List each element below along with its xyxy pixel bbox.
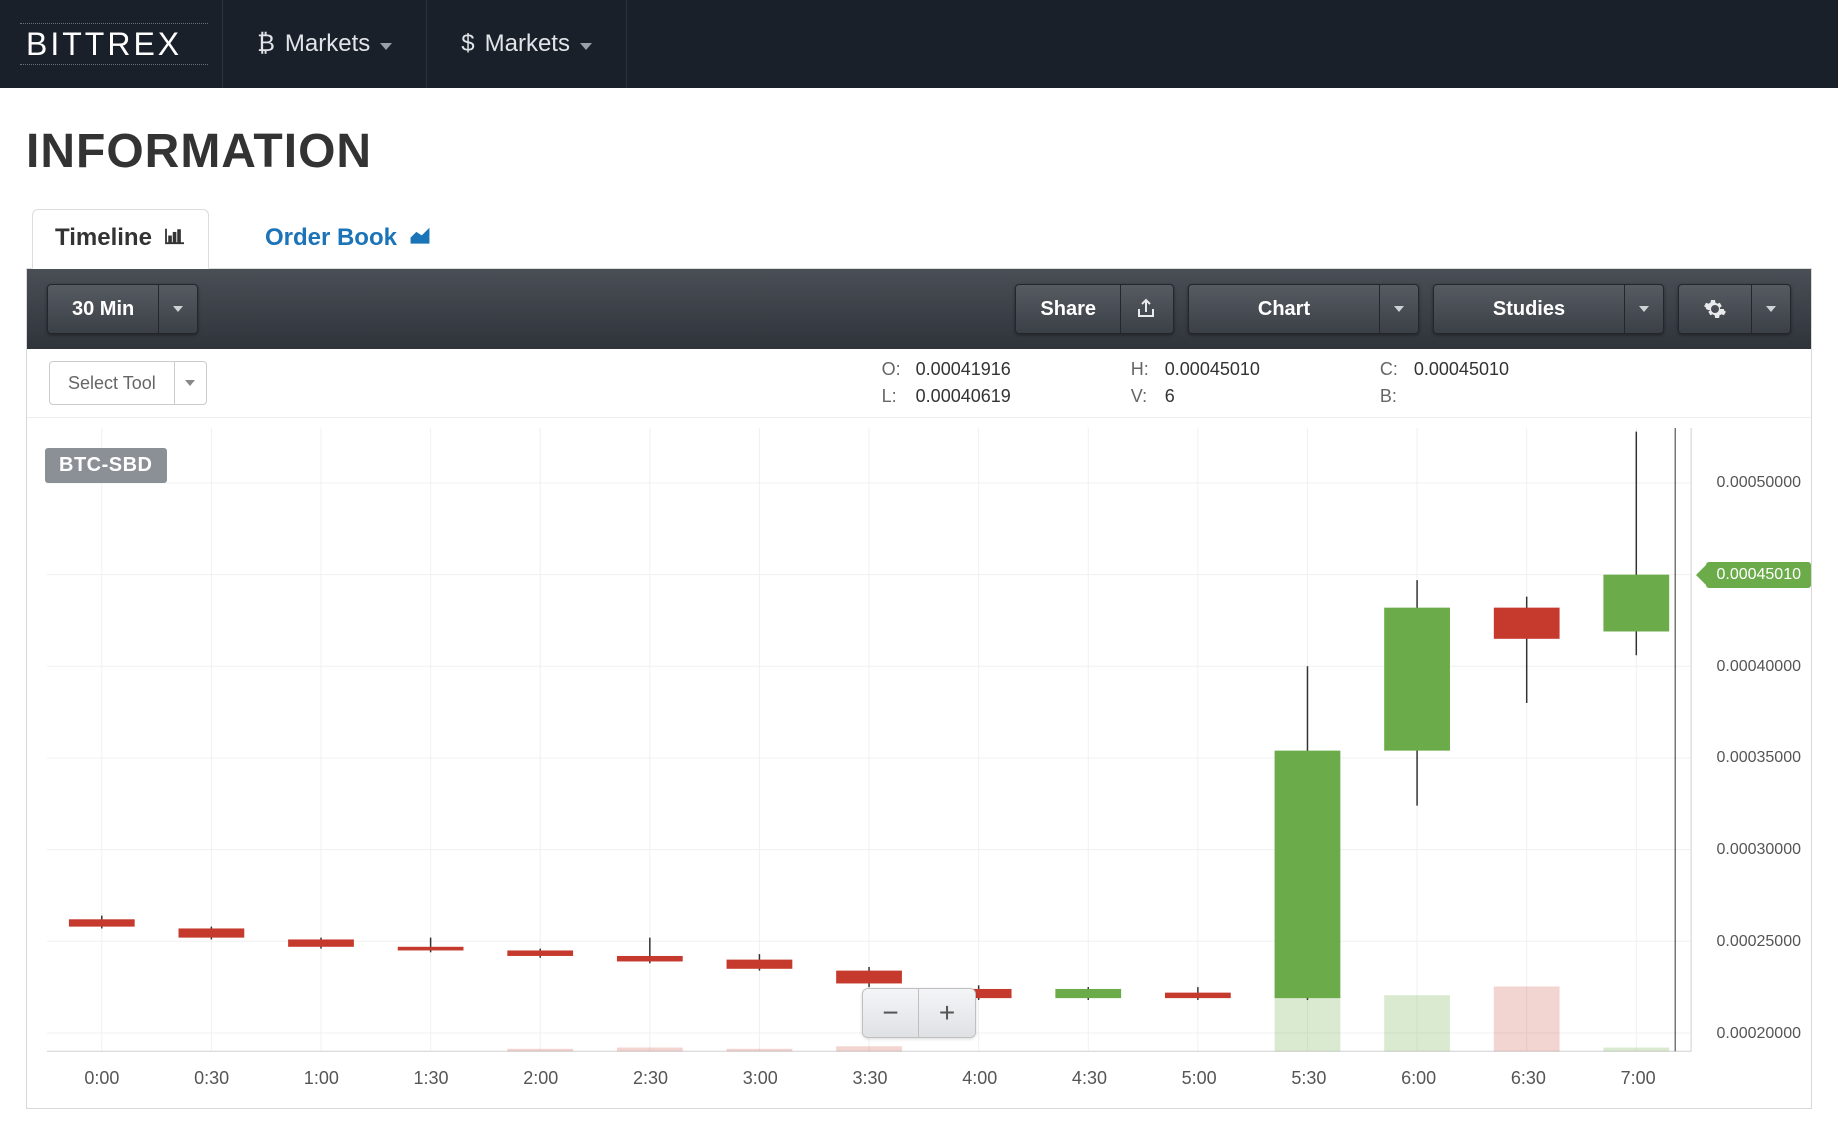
y-tick-label: 0.00050000 <box>1716 474 1801 492</box>
share-label: Share <box>1040 298 1096 321</box>
nav-btc-markets[interactable]: ₿ Markets <box>223 0 426 88</box>
tab-order-book-label: Order Book <box>265 224 397 252</box>
ohlc-key-v: V: <box>1131 386 1151 407</box>
tab-timeline[interactable]: Timeline <box>32 209 209 269</box>
zoom-out-button[interactable]: − <box>863 989 919 1037</box>
caret-down-icon <box>173 306 183 312</box>
select-tool-dropdown[interactable]: Select Tool <box>49 361 207 405</box>
x-tick-label: 1:00 <box>304 1068 339 1089</box>
zoom-in-button[interactable]: + <box>919 989 975 1037</box>
x-axis-labels: 0:00 0:30 1:00 1:30 2:00 2:30 3:00 3:30 4:00 4:30… <box>27 1068 1691 1094</box>
y-tick-label: 0.00020000 <box>1716 1025 1801 1043</box>
bar-chart-icon <box>164 224 186 252</box>
x-tick-label: 2:00 <box>523 1068 558 1089</box>
ohlc-key-h: H: <box>1131 359 1151 380</box>
ohlc-val-l: 0.00040619 <box>916 386 1011 407</box>
y-axis-labels: 0.00020000 0.00025000 0.00030000 0.00035000… <box>1701 418 1801 1052</box>
area-chart-icon <box>409 224 431 252</box>
x-tick-label: 1:30 <box>414 1068 449 1089</box>
ohlc-val-v: 6 <box>1165 386 1175 407</box>
x-tick-label: 5:00 <box>1182 1068 1217 1089</box>
x-tick-label: 0:00 <box>84 1068 119 1089</box>
select-tool-label: Select Tool <box>50 373 174 394</box>
caret-down-icon <box>580 43 592 50</box>
x-tick-label: 2:30 <box>633 1068 668 1089</box>
ohlc-key-c: C: <box>1380 359 1400 380</box>
gear-icon <box>1679 285 1751 333</box>
zoom-controls: − + <box>862 988 976 1038</box>
bitcoin-icon: ₿ <box>257 30 275 58</box>
x-tick-label: 4:00 <box>962 1068 997 1089</box>
ohlc-key-o: O: <box>882 359 902 380</box>
tab-order-book[interactable]: Order Book <box>243 210 453 268</box>
studies-dropdown[interactable]: Studies <box>1433 284 1664 334</box>
chart-subtoolbar: Select Tool O: 0.00041916 H: 0.00045010 C:… <box>27 349 1811 418</box>
dollar-icon: $ <box>461 30 474 58</box>
ohlc-val-c: 0.00045010 <box>1414 359 1509 380</box>
x-tick-label: 6:30 <box>1511 1068 1546 1089</box>
page-title: INFORMATION <box>26 124 1812 179</box>
share-button[interactable]: Share <box>1015 284 1174 334</box>
x-tick-label: 5:30 <box>1291 1068 1326 1089</box>
interval-dropdown[interactable]: 30 Min <box>47 284 198 334</box>
ohlc-val-h: 0.00045010 <box>1165 359 1260 380</box>
y-tick-label: 0.00025000 <box>1716 933 1801 951</box>
x-tick-label: 0:30 <box>194 1068 229 1089</box>
studies-label: Studies <box>1493 298 1565 321</box>
current-price-flag: 0.00045010 <box>1706 562 1811 588</box>
x-tick-label: 4:30 <box>1072 1068 1107 1089</box>
nav-separator <box>626 0 627 88</box>
x-tick-label: 3:00 <box>743 1068 778 1089</box>
tab-timeline-label: Timeline <box>55 224 152 252</box>
ohlc-key-b: B: <box>1380 386 1400 407</box>
brand-logo[interactable]: BITTREX <box>20 23 208 65</box>
ohlc-val-o: 0.00041916 <box>916 359 1011 380</box>
share-icon <box>1120 285 1173 333</box>
chart-toolbar: 30 Min Share Chart Studies <box>27 269 1811 349</box>
ohlc-readout: O: 0.00041916 H: 0.00045010 C: 0.00045010 L… <box>882 359 1509 407</box>
nav-usd-markets-label: Markets <box>485 30 570 58</box>
nav-btc-markets-label: Markets <box>285 30 370 58</box>
y-tick-label: 0.00040000 <box>1716 658 1801 676</box>
caret-down-icon <box>185 380 195 386</box>
chart-type-label: Chart <box>1258 298 1310 321</box>
chart-panel: 30 Min Share Chart Studies <box>26 269 1812 1109</box>
y-tick-label: 0.00035000 <box>1716 749 1801 767</box>
caret-down-icon <box>1394 306 1404 312</box>
caret-down-icon <box>1639 306 1649 312</box>
tab-strip: Timeline Order Book <box>26 209 1812 269</box>
candlestick-chart[interactable]: BTC-SBD 0.000200000.000250000.000300000.… <box>27 418 1811 1108</box>
x-tick-label: 6:00 <box>1401 1068 1436 1089</box>
interval-label: 30 Min <box>72 298 134 321</box>
caret-down-icon <box>380 43 392 50</box>
page-content: INFORMATION Timeline Order Book 30 Min S… <box>0 88 1838 1109</box>
x-tick-label: 3:30 <box>852 1068 887 1089</box>
y-tick-label: 0.00030000 <box>1716 841 1801 859</box>
chart-type-dropdown[interactable]: Chart <box>1188 284 1419 334</box>
top-navbar: BITTREX ₿ Markets $ Markets <box>0 0 1838 88</box>
ohlc-key-l: L: <box>882 386 902 407</box>
nav-usd-markets[interactable]: $ Markets <box>427 0 626 88</box>
pair-badge: BTC-SBD <box>45 448 167 483</box>
brand-wrap: BITTREX <box>20 0 222 88</box>
x-tick-label: 7:00 <box>1621 1068 1656 1089</box>
settings-dropdown[interactable] <box>1678 284 1791 334</box>
caret-down-icon <box>1766 306 1776 312</box>
